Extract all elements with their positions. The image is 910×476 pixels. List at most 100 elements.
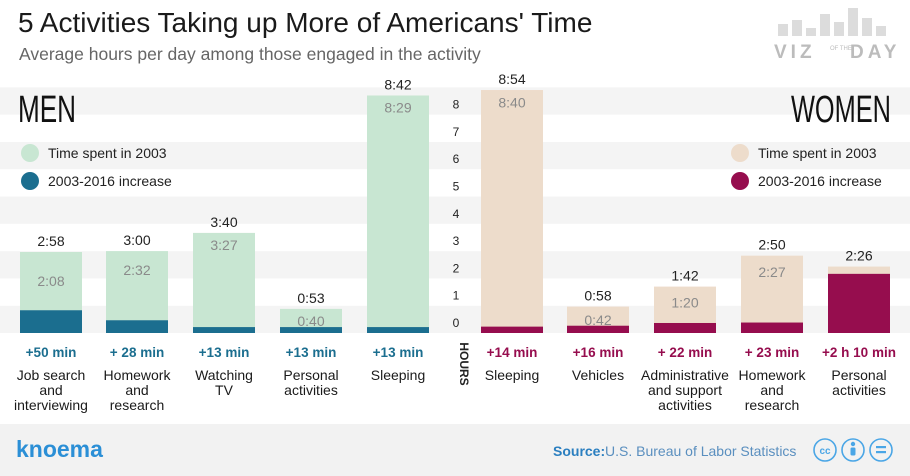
y-tick-label: 7 xyxy=(453,125,460,139)
men-bar-increase-3 xyxy=(280,327,342,333)
men-increase-label: +13 min xyxy=(286,345,337,360)
women-base-label: 0:42 xyxy=(584,312,611,328)
logo-text-day: DAY xyxy=(850,42,900,63)
women-category-label: research xyxy=(745,397,799,413)
grid-stripe xyxy=(0,87,910,115)
women-bar-increase-1 xyxy=(567,325,629,333)
women-bar-increase-4 xyxy=(828,273,890,333)
y-tick-label: 4 xyxy=(453,207,460,221)
equal-icon-top xyxy=(876,446,886,449)
logo-bar xyxy=(834,22,844,36)
y-tick-label: 8 xyxy=(453,98,460,112)
men-increase-label: + 28 min xyxy=(110,345,164,360)
cc-icon xyxy=(813,438,837,462)
chart-title: 5 Activities Taking up More of Americans… xyxy=(18,7,592,38)
men-base-label: 2:32 xyxy=(123,262,150,278)
y-tick-label: 3 xyxy=(453,234,460,248)
men-category-label: and xyxy=(125,382,148,398)
men-bar-2003-1 xyxy=(106,251,168,333)
logo-text-small: OF THE xyxy=(830,46,852,52)
men-bar-2003-4 xyxy=(367,95,429,334)
men-bar-increase-0 xyxy=(20,310,82,333)
legend-men-increase-swatch xyxy=(21,172,39,190)
women-bar-increase-3 xyxy=(741,322,803,333)
women-total-label: 2:26 xyxy=(845,248,872,264)
men-category-label: and xyxy=(39,382,62,398)
chart-subtitle: Average hours per day among those engage… xyxy=(19,44,481,64)
women-category-label: activities xyxy=(832,382,886,398)
legend-women-increase-label: 2003-2016 increase xyxy=(758,173,882,189)
women-base-label: 1:20 xyxy=(671,295,698,311)
men-total-label: 2:58 xyxy=(37,233,64,249)
men-title: MEN xyxy=(18,89,76,131)
men-category-label: interviewing xyxy=(14,397,88,413)
men-increase-label: +13 min xyxy=(199,345,250,360)
women-category-label: Personal xyxy=(831,367,886,383)
women-base-label: 8:40 xyxy=(498,94,525,110)
women-increase-label: +16 min xyxy=(573,345,624,360)
person-icon xyxy=(841,438,865,462)
logo-bar xyxy=(778,24,788,36)
women-base-label: 2:27 xyxy=(758,264,785,280)
cc-icon-glyph: cc xyxy=(819,446,831,457)
logo-text-viz: VIZ xyxy=(774,42,816,63)
logo-bar xyxy=(848,8,858,36)
women-increase-label: + 22 min xyxy=(658,345,712,360)
women-bar-increase-0 xyxy=(481,326,543,333)
women-increase-label: +14 min xyxy=(487,345,538,360)
brand-logo: knoema xyxy=(16,436,103,462)
legend-men-2003-swatch xyxy=(21,144,39,162)
men-category-label: Sleeping xyxy=(371,367,426,383)
men-base-label: 2:08 xyxy=(37,273,64,289)
grid-stripe xyxy=(0,114,910,142)
men-bar-increase-1 xyxy=(106,320,168,333)
y-tick-label: 1 xyxy=(453,289,460,303)
y-tick-label: 2 xyxy=(453,261,460,275)
women-category-label: Homework xyxy=(739,367,807,383)
women-increase-label: +2 h 10 min xyxy=(822,345,896,360)
women-total-label: 1:42 xyxy=(671,268,698,284)
legend-men-2003-label: Time spent in 2003 xyxy=(48,145,167,161)
men-total-label: 3:40 xyxy=(210,214,237,230)
y-tick-label: 0 xyxy=(453,316,460,330)
logo-bar xyxy=(806,28,816,36)
men-base-label: 8:29 xyxy=(384,99,411,115)
women-category-label: and xyxy=(760,382,783,398)
men-increase-label: +50 min xyxy=(26,345,77,360)
women-title: WOMEN xyxy=(791,89,891,131)
women-category-label: Vehicles xyxy=(572,367,624,383)
women-category-label: and support xyxy=(648,382,722,398)
women-category-label: Administrative xyxy=(641,367,729,383)
men-bar-2003-2 xyxy=(193,232,255,333)
equal-icon-bottom xyxy=(876,451,886,454)
legend-women-2003-swatch xyxy=(731,144,749,162)
women-bar-increase-2 xyxy=(654,322,716,333)
y-axis-label: HOURS xyxy=(457,342,471,385)
men-bar-increase-4 xyxy=(367,327,429,333)
men-total-label: 0:53 xyxy=(297,290,324,306)
women-total-label: 0:58 xyxy=(584,288,611,304)
y-tick-label: 6 xyxy=(453,152,460,166)
women-total-label: 8:54 xyxy=(498,71,525,87)
women-category-label: activities xyxy=(658,397,712,413)
women-bar-2003-3 xyxy=(741,255,803,333)
equal-icon xyxy=(869,438,893,462)
men-category-label: activities xyxy=(284,382,338,398)
men-category-label: Watching xyxy=(195,367,253,383)
person-icon-body xyxy=(850,447,856,456)
grid-stripe xyxy=(0,141,910,170)
legend-women-2003-label: Time spent in 2003 xyxy=(758,145,877,161)
grid-stripe xyxy=(0,169,910,197)
logo-bar xyxy=(792,20,802,36)
source-label: Source: xyxy=(553,443,605,459)
person-icon-head xyxy=(850,441,856,447)
women-total-label: 2:50 xyxy=(758,237,785,253)
men-category-label: Homework xyxy=(104,367,172,383)
men-category-label: Job search xyxy=(17,367,85,383)
men-bar-increase-2 xyxy=(193,327,255,333)
men-base-label: 3:27 xyxy=(210,237,237,253)
grid-stripe xyxy=(0,196,910,224)
legend-women-increase-swatch xyxy=(731,172,749,190)
